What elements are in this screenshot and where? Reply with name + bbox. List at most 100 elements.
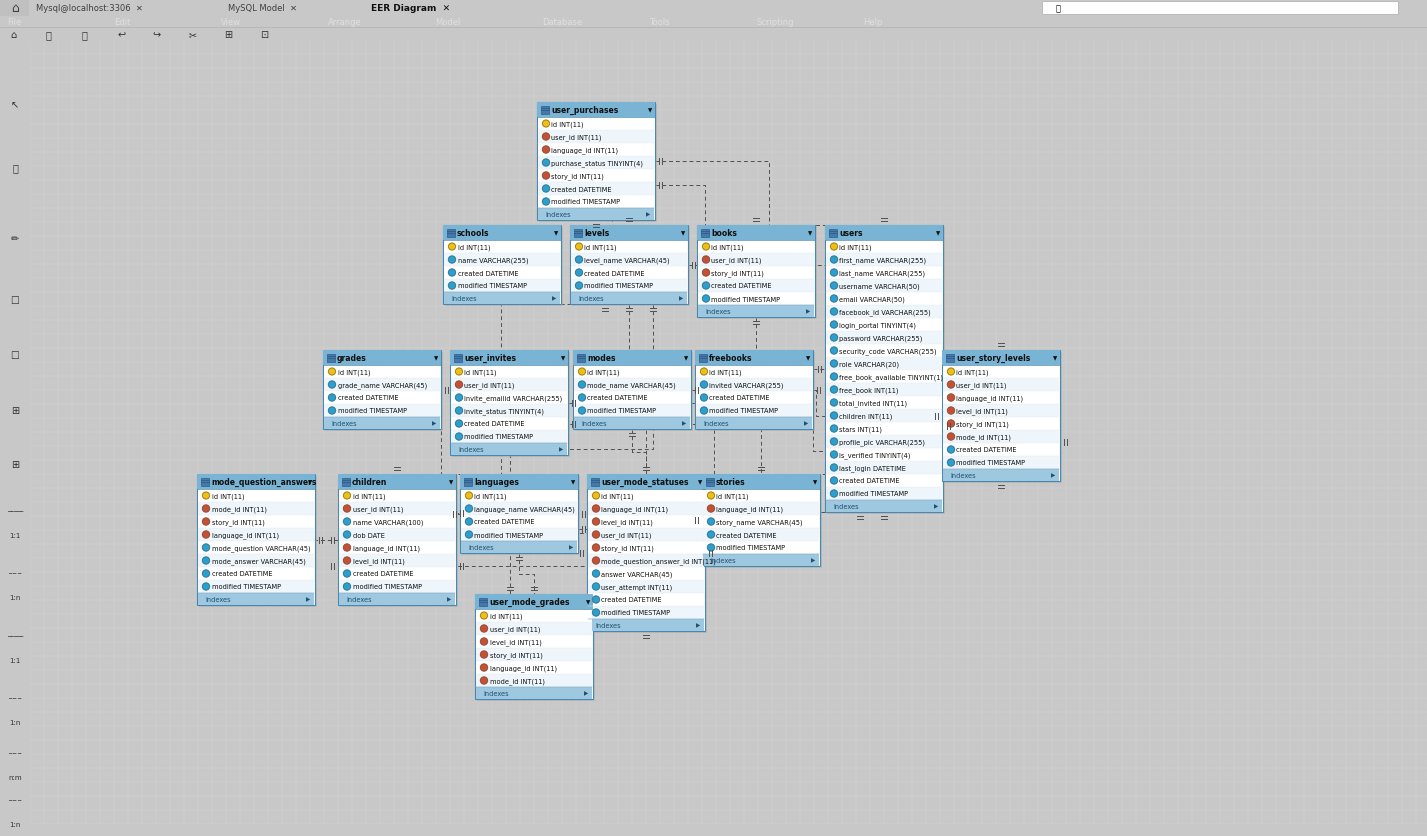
Text: security_code VARCHAR(255): security_code VARCHAR(255) bbox=[839, 348, 938, 354]
Bar bbox=[943, 391, 1059, 405]
Circle shape bbox=[831, 451, 838, 458]
Text: ▼: ▼ bbox=[434, 355, 438, 360]
Circle shape bbox=[203, 544, 210, 551]
Circle shape bbox=[344, 518, 351, 525]
Circle shape bbox=[542, 199, 549, 206]
Bar bbox=[696, 353, 815, 431]
Bar bbox=[340, 528, 455, 542]
Text: created DATETIME: created DATETIME bbox=[588, 395, 648, 401]
Circle shape bbox=[203, 558, 210, 564]
Bar bbox=[198, 594, 314, 605]
Text: ↖: ↖ bbox=[11, 100, 19, 110]
Text: ─ ─ ─: ─ ─ ─ bbox=[9, 696, 21, 701]
Text: users: users bbox=[839, 229, 862, 237]
Text: story_id INT(11): story_id INT(11) bbox=[489, 651, 542, 658]
Bar bbox=[459, 475, 578, 553]
Text: language_id INT(11): language_id INT(11) bbox=[956, 395, 1023, 401]
Bar bbox=[826, 332, 942, 344]
Text: story_id INT(11): story_id INT(11) bbox=[712, 270, 765, 277]
Bar bbox=[826, 280, 942, 293]
Bar bbox=[569, 226, 688, 241]
Text: ▼: ▼ bbox=[450, 479, 454, 484]
Circle shape bbox=[831, 283, 838, 289]
Text: created DATETIME: created DATETIME bbox=[551, 186, 612, 192]
Circle shape bbox=[592, 584, 599, 590]
Circle shape bbox=[465, 518, 472, 525]
Text: Edit: Edit bbox=[114, 18, 130, 27]
Text: ▼: ▼ bbox=[684, 355, 688, 360]
Circle shape bbox=[448, 244, 455, 251]
Text: ✋: ✋ bbox=[11, 163, 19, 173]
Bar bbox=[586, 475, 705, 631]
Text: modified TIMESTAMP: modified TIMESTAMP bbox=[338, 408, 407, 414]
Circle shape bbox=[948, 421, 955, 427]
Circle shape bbox=[203, 518, 210, 525]
Bar bbox=[571, 293, 686, 304]
Bar bbox=[574, 379, 691, 391]
Bar bbox=[340, 502, 455, 515]
Text: Indexes: Indexes bbox=[451, 296, 477, 302]
Text: Indexes: Indexes bbox=[205, 596, 231, 602]
Bar bbox=[571, 267, 686, 280]
Circle shape bbox=[702, 257, 709, 263]
Circle shape bbox=[344, 558, 351, 564]
Circle shape bbox=[448, 283, 455, 289]
Bar bbox=[574, 417, 691, 430]
Text: id INT(11): id INT(11) bbox=[585, 244, 616, 251]
Text: ▶: ▶ bbox=[447, 597, 451, 602]
Circle shape bbox=[701, 381, 708, 389]
Circle shape bbox=[328, 395, 335, 401]
Bar bbox=[324, 405, 440, 417]
Text: ▼: ▼ bbox=[806, 355, 811, 360]
Text: ⊞: ⊞ bbox=[224, 30, 233, 40]
Circle shape bbox=[831, 296, 838, 303]
Bar bbox=[826, 241, 942, 253]
Circle shape bbox=[948, 369, 955, 375]
Text: login_portal TINYINT(4): login_portal TINYINT(4) bbox=[839, 322, 916, 329]
Bar bbox=[574, 365, 691, 379]
Text: ─ ─ ─: ─ ─ ─ bbox=[9, 798, 21, 803]
Text: modified TIMESTAMP: modified TIMESTAMP bbox=[465, 434, 534, 440]
Text: ☐: ☐ bbox=[10, 296, 20, 306]
Text: mode_name VARCHAR(45): mode_name VARCHAR(45) bbox=[588, 382, 676, 389]
Bar bbox=[829, 229, 838, 237]
Bar bbox=[588, 568, 704, 580]
Text: first_name VARCHAR(255): first_name VARCHAR(255) bbox=[839, 257, 926, 263]
Bar bbox=[696, 417, 812, 430]
Bar bbox=[695, 350, 813, 365]
Bar bbox=[943, 417, 1059, 431]
Text: mode_question_answer_id INT(11): mode_question_answer_id INT(11) bbox=[602, 558, 716, 564]
Text: profile_pic VARCHAR(255): profile_pic VARCHAR(255) bbox=[839, 439, 926, 446]
Circle shape bbox=[344, 506, 351, 512]
Text: ▼: ▼ bbox=[813, 479, 818, 484]
Text: created DATETIME: created DATETIME bbox=[352, 571, 412, 577]
Text: 1:1: 1:1 bbox=[10, 532, 20, 538]
Text: language_name VARCHAR(45): language_name VARCHAR(45) bbox=[475, 506, 575, 512]
Circle shape bbox=[702, 283, 709, 289]
Bar bbox=[444, 241, 559, 253]
Bar bbox=[539, 104, 656, 222]
Text: 1:n: 1:n bbox=[10, 821, 20, 827]
Text: 1:n: 1:n bbox=[10, 720, 20, 726]
Bar bbox=[698, 293, 813, 306]
Text: level_name VARCHAR(45): level_name VARCHAR(45) bbox=[585, 257, 671, 263]
Circle shape bbox=[203, 492, 210, 499]
Bar bbox=[577, 354, 585, 362]
Bar bbox=[445, 227, 564, 307]
Text: answer VARCHAR(45): answer VARCHAR(45) bbox=[602, 570, 674, 577]
Bar bbox=[477, 635, 592, 648]
Bar bbox=[477, 622, 592, 635]
Text: last_name VARCHAR(255): last_name VARCHAR(255) bbox=[839, 270, 926, 277]
Bar bbox=[324, 379, 440, 391]
Bar bbox=[826, 396, 942, 410]
Text: ▶: ▶ bbox=[646, 212, 651, 217]
Circle shape bbox=[455, 369, 462, 375]
Text: mode_question VARCHAR(45): mode_question VARCHAR(45) bbox=[211, 544, 310, 551]
Text: 📂: 📂 bbox=[46, 30, 51, 40]
Bar bbox=[826, 267, 942, 280]
Bar bbox=[323, 350, 441, 430]
Bar bbox=[574, 350, 691, 365]
Bar bbox=[586, 475, 705, 489]
Circle shape bbox=[465, 506, 472, 512]
Bar bbox=[340, 515, 455, 528]
